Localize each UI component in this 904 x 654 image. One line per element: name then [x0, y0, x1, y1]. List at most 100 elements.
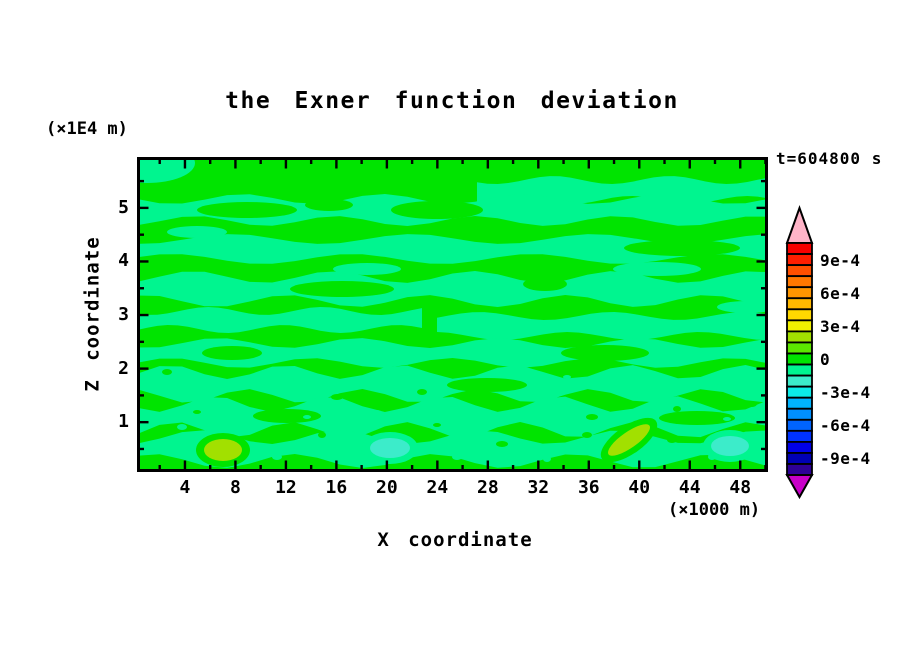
speckle [193, 410, 201, 414]
colorbar-box [786, 385, 813, 399]
x-axis-title: X coordinate [377, 529, 533, 551]
speckle [372, 410, 382, 416]
colorbar-box [786, 407, 813, 421]
colorbar-tick-label: -9e-4 [820, 449, 871, 469]
colorbar-box [786, 452, 813, 465]
x-axis-unit-label: (×1000 m) [668, 500, 761, 520]
anomaly-blob [608, 424, 650, 456]
speckle [543, 456, 551, 462]
colorbar-box [786, 275, 813, 289]
x-tick-label: 8 [230, 477, 241, 498]
green-lens [202, 346, 262, 360]
y-axis-unit-label: (×1E4 m) [46, 119, 128, 139]
contour-band [137, 307, 422, 333]
contour-band [137, 234, 768, 264]
colorbar-box [786, 440, 813, 454]
colorbar-box [786, 319, 813, 333]
timestamp-label: t=604800 s [776, 149, 883, 168]
green-lens [624, 240, 740, 256]
green-lens [391, 201, 483, 219]
anomaly-blob [711, 436, 749, 456]
speckle [417, 389, 427, 395]
speckle [303, 415, 311, 419]
speckle [452, 454, 462, 460]
colorbar-box [786, 418, 813, 432]
x-tick-label: 40 [628, 477, 651, 498]
colorbar-box [786, 253, 813, 266]
contour-band [477, 176, 768, 204]
speckle [206, 386, 218, 392]
colorbar-box [786, 429, 813, 443]
speckle [582, 432, 592, 438]
green-lens [305, 199, 353, 211]
speckle [496, 441, 508, 447]
x-tick-label: 36 [577, 477, 600, 498]
plot-frame [137, 157, 768, 472]
speckle [673, 406, 681, 412]
speckle [433, 423, 441, 427]
contour-band [137, 396, 768, 438]
spring-lens [717, 301, 768, 313]
green-lens [659, 411, 735, 425]
colorbar-box [786, 242, 813, 255]
colorbar-box [786, 396, 813, 410]
y-tick-label: 2 [118, 357, 129, 379]
green-lens [197, 202, 297, 218]
speckle [503, 382, 511, 388]
colorbar-box [786, 463, 813, 476]
x-tick-label: 32 [527, 477, 550, 498]
x-tick-label: 16 [325, 477, 348, 498]
green-lens [253, 409, 321, 423]
corner-blob [137, 157, 195, 183]
speckle [252, 402, 262, 408]
anomaly-blob [204, 439, 242, 461]
green-lens [561, 345, 649, 361]
colorbar-box [786, 308, 813, 322]
speckle [712, 384, 722, 390]
speckle [667, 437, 677, 443]
colorbar-tick-label: 9e-4 [820, 250, 861, 270]
speckle [177, 424, 187, 430]
colorbar [785, 205, 814, 500]
y-tick-label: 4 [118, 250, 129, 272]
colorbar-box [786, 352, 813, 366]
speckle [632, 392, 642, 398]
speckle [318, 432, 326, 438]
speckle [461, 404, 473, 410]
x-tick-label: 44 [678, 477, 701, 498]
speckle [586, 414, 598, 420]
speckle [162, 369, 172, 375]
x-tick-label: 20 [376, 477, 398, 498]
colorbar-tick-label: 6e-4 [820, 283, 861, 303]
speckle [272, 454, 282, 460]
colorbar-box [786, 330, 813, 344]
y-tick-label: 5 [118, 196, 129, 218]
spring-lens [333, 263, 401, 275]
contour-band [437, 312, 768, 340]
speckle [563, 375, 571, 379]
speckle [747, 401, 757, 407]
colorbar-box [786, 341, 813, 355]
y-tick-label: 1 [118, 411, 129, 433]
anomaly-blob [370, 438, 410, 458]
colorbar-box [786, 297, 813, 311]
green-lens [447, 378, 527, 392]
speckle [723, 417, 731, 421]
colorbar-arrow-bottom [785, 474, 814, 500]
spring-lens [167, 226, 227, 238]
colorbar-tick-label: -3e-4 [820, 383, 871, 403]
green-lens [290, 281, 394, 297]
colorbar-box [786, 286, 813, 300]
colorbar-box [786, 374, 813, 388]
colorbar-box [786, 264, 813, 278]
colorbar-box [786, 363, 813, 377]
x-tick-label: 24 [426, 477, 449, 498]
y-tick-label: 3 [118, 304, 129, 326]
x-tick-label: 4 [179, 477, 191, 498]
speckle [331, 394, 343, 400]
colorbar-tick-label: 0 [820, 350, 831, 370]
field-shapes [137, 157, 768, 468]
colorbar-arrow-top [785, 205, 814, 244]
contour-plot [137, 157, 768, 472]
